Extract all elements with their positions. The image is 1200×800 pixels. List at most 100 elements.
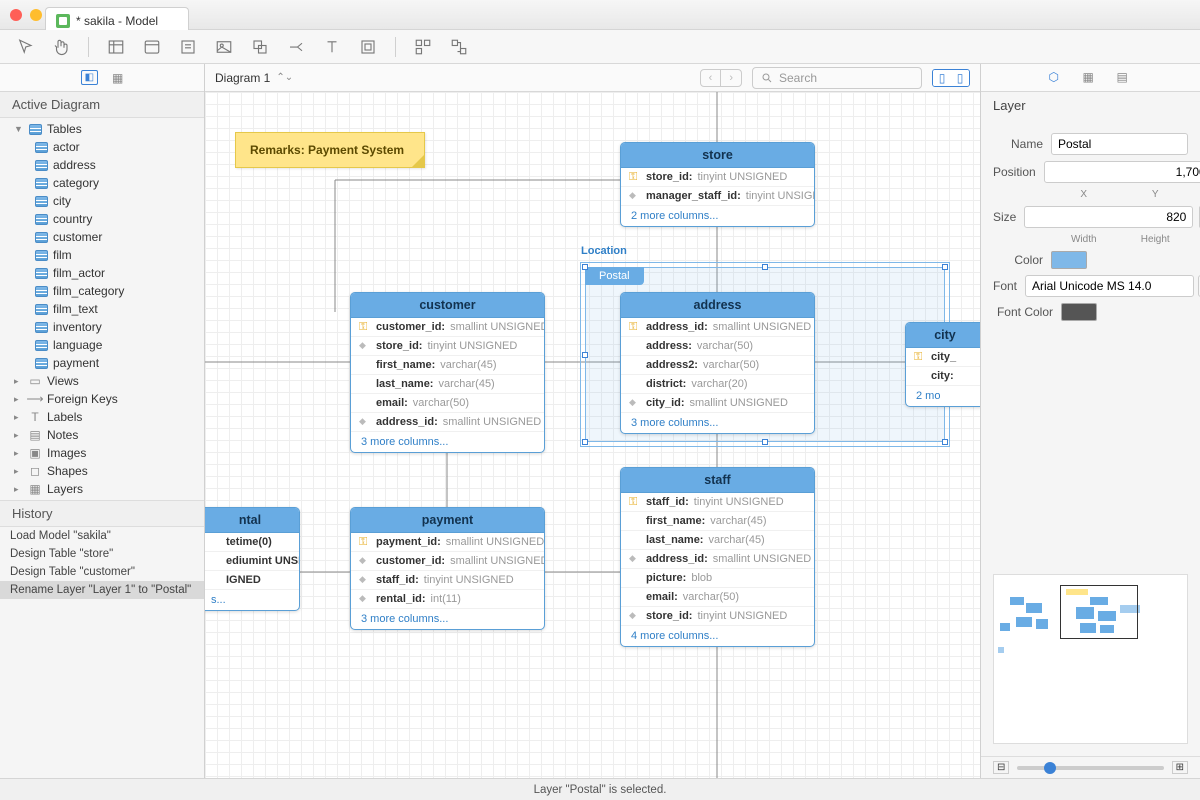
- fontcolor-swatch[interactable]: [1061, 303, 1097, 321]
- objects-tab-icon[interactable]: ◧: [81, 70, 98, 85]
- tree-table-payment[interactable]: payment: [0, 354, 204, 372]
- more-columns[interactable]: 3 more columns...: [351, 432, 544, 452]
- fk-icon: ◆: [359, 555, 371, 567]
- history-item[interactable]: Design Table "store": [0, 545, 204, 563]
- sticky-note[interactable]: Remarks: Payment System: [235, 132, 425, 168]
- tree-table-film_actor[interactable]: film_actor: [0, 264, 204, 282]
- fk-icon: ◆: [359, 574, 371, 586]
- tree-section-views[interactable]: ▸▭Views: [0, 372, 204, 390]
- props-tab-icon[interactable]: ⬡: [1049, 70, 1065, 86]
- font-input[interactable]: [1025, 275, 1194, 297]
- tree-table-actor[interactable]: actor: [0, 138, 204, 156]
- more-columns[interactable]: 3 more columns...: [621, 413, 814, 433]
- tree-table-address[interactable]: address: [0, 156, 204, 174]
- column-row: picture: blob: [621, 569, 814, 588]
- tree-table-category[interactable]: category: [0, 174, 204, 192]
- name-label: Name: [993, 137, 1043, 151]
- zoom-in-button[interactable]: ⊞: [1172, 761, 1188, 774]
- new-image-tool[interactable]: [213, 36, 235, 58]
- fontcolor-label: Font Color: [993, 305, 1053, 319]
- tree-table-country[interactable]: country: [0, 210, 204, 228]
- close-window-button[interactable]: [10, 9, 22, 21]
- zoom-out-button[interactable]: ⊟: [993, 761, 1009, 774]
- new-shape-tool[interactable]: [357, 36, 379, 58]
- table-header: staff: [621, 468, 814, 493]
- new-note-tool[interactable]: [177, 36, 199, 58]
- nav-history[interactable]: ‹›: [700, 69, 742, 87]
- color-label: Color: [993, 253, 1043, 267]
- tables-node[interactable]: ▼Tables: [0, 120, 204, 138]
- tree-section-foreign-keys[interactable]: ▸⟶Foreign Keys: [0, 390, 204, 408]
- tree-table-city[interactable]: city: [0, 192, 204, 210]
- tree-section-notes[interactable]: ▸▤Notes: [0, 426, 204, 444]
- column-row: ediumint UNSIG...: [205, 552, 299, 571]
- search-input[interactable]: Search: [752, 67, 922, 89]
- active-diagram-header: Active Diagram: [0, 92, 204, 118]
- document-tab[interactable]: * sakila - Model: [45, 7, 189, 30]
- minimize-window-button[interactable]: [30, 9, 42, 21]
- tree-section-layers[interactable]: ▸▦Layers: [0, 480, 204, 498]
- history-item[interactable]: Design Table "customer": [0, 563, 204, 581]
- pos-x-input[interactable]: [1044, 161, 1200, 183]
- fk-icon: ◆: [359, 416, 371, 428]
- more-columns[interactable]: 3 more columns...: [351, 609, 544, 629]
- diagram-selector[interactable]: Diagram 1⌃⌄: [215, 71, 293, 85]
- table-header: city: [906, 323, 980, 348]
- new-label-tool[interactable]: [321, 36, 343, 58]
- arrange-tab-icon[interactable]: ▤: [1117, 70, 1133, 86]
- tree-section-labels[interactable]: ▸TLabels: [0, 408, 204, 426]
- column-row: email: varchar(50): [621, 588, 814, 607]
- column-row: ◆store_id: tinyint UNSIGNED: [621, 607, 814, 626]
- new-fk-tool[interactable]: [285, 36, 307, 58]
- more-columns[interactable]: 4 more columns...: [621, 626, 814, 646]
- tree-table-inventory[interactable]: inventory: [0, 318, 204, 336]
- tree-section-images[interactable]: ▸▣Images: [0, 444, 204, 462]
- tree-table-film[interactable]: film: [0, 246, 204, 264]
- tree-table-film_category[interactable]: film_category: [0, 282, 204, 300]
- left-sidebar: ◧ ▦ Active Diagram ▼Tables actoraddressc…: [0, 64, 205, 778]
- tree-table-customer[interactable]: customer: [0, 228, 204, 246]
- new-table-tool[interactable]: [105, 36, 127, 58]
- column-row: ◆store_id: tinyint UNSIGNED: [351, 337, 544, 356]
- hand-tool[interactable]: [50, 36, 72, 58]
- style-tab-icon[interactable]: ▦: [1083, 70, 1099, 86]
- more-columns[interactable]: 2 mo: [906, 386, 980, 406]
- table-customer[interactable]: customer⚿customer_id: smallint UNSIGNED◆…: [350, 292, 545, 453]
- column-row: ◆staff_id: tinyint UNSIGNED: [351, 571, 544, 590]
- table-address[interactable]: address⚿address_id: smallint UNSIGNEDadd…: [620, 292, 815, 434]
- key-icon: ⚿: [359, 536, 371, 548]
- column-row: last_name: varchar(45): [621, 531, 814, 550]
- key-icon: ⚿: [914, 351, 926, 363]
- minimap[interactable]: [993, 574, 1188, 744]
- export-tool[interactable]: [448, 36, 470, 58]
- column-row: address: varchar(50): [621, 337, 814, 356]
- zoom-slider[interactable]: [1017, 766, 1163, 770]
- history-item[interactable]: Rename Layer "Layer 1" to "Postal": [0, 581, 204, 599]
- column-row: ◆city_id: smallint UNSIGNED: [621, 394, 814, 413]
- size-w-input[interactable]: [1024, 206, 1193, 228]
- table-store[interactable]: store⚿store_id: tinyint UNSIGNED◆manager…: [620, 142, 815, 227]
- column-row: tetime(0): [205, 533, 299, 552]
- history-item[interactable]: Load Model "sakila": [0, 527, 204, 545]
- new-layer-tool[interactable]: [249, 36, 271, 58]
- auto-layout-tool[interactable]: [412, 36, 434, 58]
- column-row: ⚿staff_id: tinyint UNSIGNED: [621, 493, 814, 512]
- table-payment[interactable]: payment⚿payment_id: smallint UNSIGNED◆cu…: [350, 507, 545, 630]
- diagram-canvas[interactable]: Remarks: Payment System Location Postal …: [205, 92, 980, 778]
- tree-section-shapes[interactable]: ▸◻Shapes: [0, 462, 204, 480]
- table-staff[interactable]: staff⚿staff_id: tinyint UNSIGNEDfirst_na…: [620, 467, 815, 647]
- tree-table-language[interactable]: language: [0, 336, 204, 354]
- more-columns[interactable]: 2 more columns...: [621, 206, 814, 226]
- new-view-tool[interactable]: [141, 36, 163, 58]
- diagram-tab-icon[interactable]: ▦: [112, 71, 123, 85]
- more-columns[interactable]: s...: [205, 590, 299, 610]
- layer-name-input[interactable]: [1051, 133, 1188, 155]
- font-label: Font: [993, 279, 1017, 293]
- table-city[interactable]: city⚿city_ city: 2 mo: [905, 322, 980, 407]
- pointer-tool[interactable]: [14, 36, 36, 58]
- inspector-panel: ⬡ ▦ ▤ Layer Name Position ▴▾ ▴▾ XY Size …: [980, 64, 1200, 778]
- view-toggle[interactable]: ▯▯: [932, 69, 970, 87]
- tree-table-film_text[interactable]: film_text: [0, 300, 204, 318]
- color-swatch[interactable]: [1051, 251, 1087, 269]
- table-rental[interactable]: ntaltetime(0) ediumint UNSIG... IGNED s.…: [205, 507, 300, 611]
